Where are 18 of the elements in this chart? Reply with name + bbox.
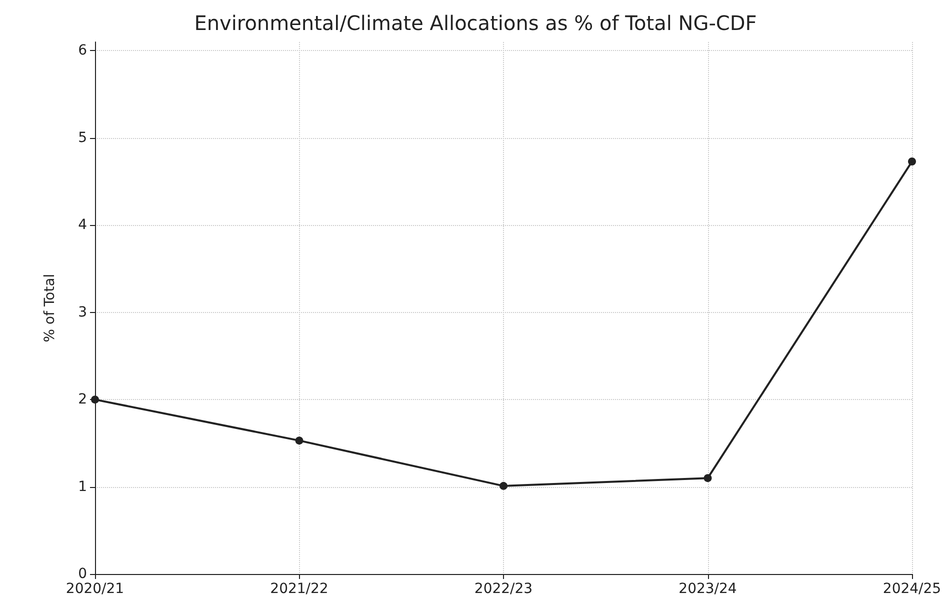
x-tick-label: 2022/23: [474, 581, 533, 597]
x-tick-label: 2023/24: [678, 581, 737, 597]
point: [908, 157, 916, 166]
y-tick-label: 6: [78, 42, 88, 59]
y-tick-label: 5: [78, 130, 87, 146]
y-tick-label: 2: [78, 392, 87, 408]
x-tick-label: 2024/25: [882, 581, 942, 597]
y-tick-label: 1: [78, 478, 87, 495]
y-axis-title: % of Total: [42, 274, 58, 342]
x-tick-label: 2020/21: [66, 581, 124, 597]
y-tick-label: 4: [78, 217, 88, 234]
point: [704, 474, 712, 482]
x-tick-label: 2021/22: [270, 581, 328, 597]
chart-title: Environmental/Climate Allocations as % of Total NG-CDF: [194, 11, 757, 35]
y-tick-label: 0: [78, 566, 87, 582]
point: [500, 482, 508, 490]
point: [295, 436, 304, 445]
y-tick-label: 3: [78, 304, 87, 320]
